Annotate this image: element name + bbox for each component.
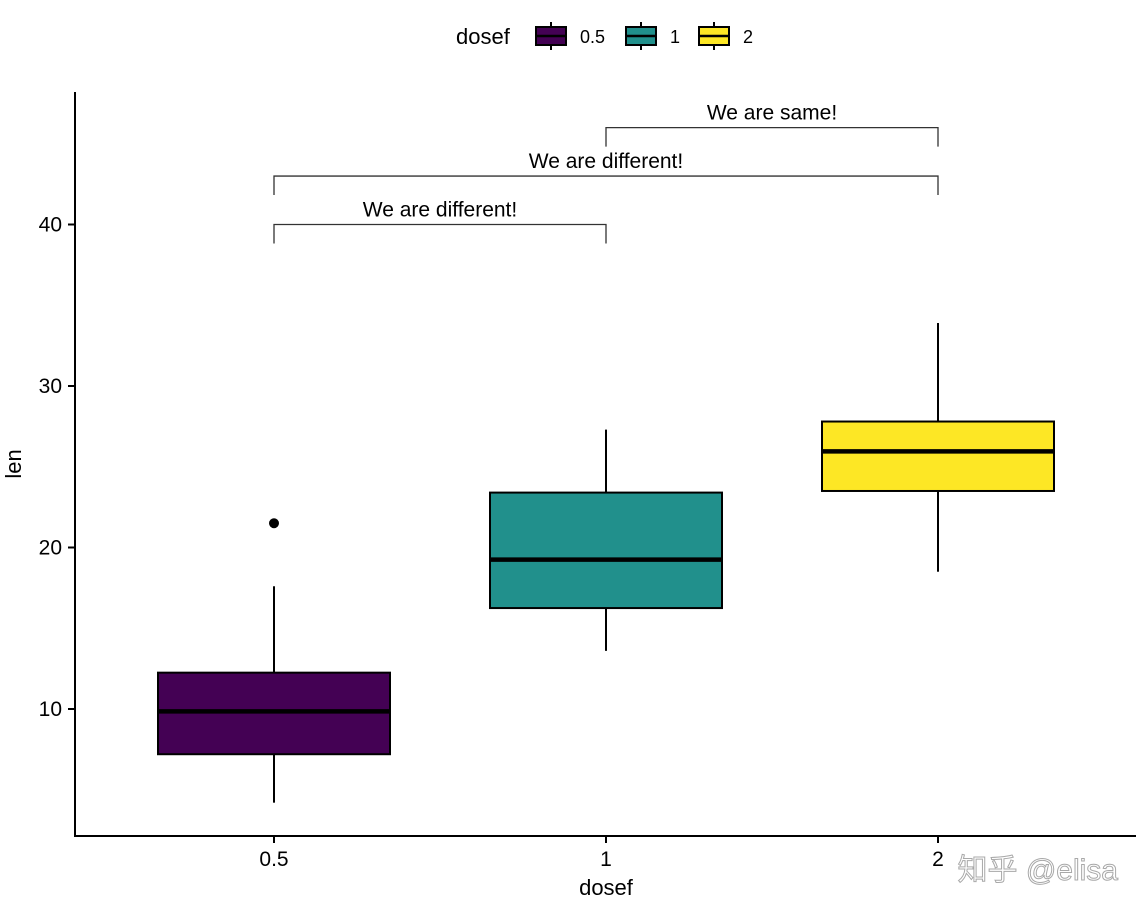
legend: dosef 0.5 1 2: [456, 22, 753, 50]
watermark: 知乎 @elisa: [958, 854, 1119, 887]
legend-entry-0.5: 0.5: [535, 22, 605, 50]
legend-label: 2: [743, 27, 753, 47]
outlier-point: [269, 518, 279, 529]
x-tick-label: 0.5: [259, 848, 288, 871]
y-tick-label: 40: [39, 214, 62, 237]
box-2: [821, 323, 1055, 572]
y-tick-label: 10: [39, 698, 62, 721]
bracket-line: [605, 126, 939, 147]
y-ticks: 10 20 30 40: [39, 214, 75, 721]
y-axis-label: len: [1, 449, 26, 478]
legend-label: 0.5: [580, 27, 605, 47]
box-iqr: [489, 491, 723, 610]
y-tick-label: 30: [39, 375, 62, 398]
bracket: We are same!: [605, 102, 939, 147]
bracket-line: [273, 175, 939, 196]
x-ticks: 0.5 1 2: [259, 836, 944, 871]
boxes: [157, 323, 1055, 803]
box-iqr: [821, 420, 1055, 492]
bracket-label: We are same!: [707, 102, 837, 125]
bracket-label: We are different!: [363, 199, 517, 222]
legend-title: dosef: [456, 24, 511, 49]
x-axis-label: dosef: [579, 875, 634, 900]
legend-label: 1: [670, 27, 680, 47]
box-0.5: [157, 518, 391, 803]
legend-entry-1: 1: [625, 22, 680, 50]
bracket-line: [273, 223, 607, 244]
bracket-label: We are different!: [529, 150, 683, 173]
x-tick-label: 2: [932, 848, 944, 871]
bracket: We are different!: [273, 150, 939, 196]
y-tick-label: 20: [39, 537, 62, 560]
legend-entry-2: 2: [698, 22, 753, 50]
box-1: [489, 429, 723, 651]
significance-brackets: We are different! We are different! We are…: [273, 102, 939, 244]
x-tick-label: 1: [600, 848, 612, 871]
bracket: We are different!: [273, 199, 607, 244]
